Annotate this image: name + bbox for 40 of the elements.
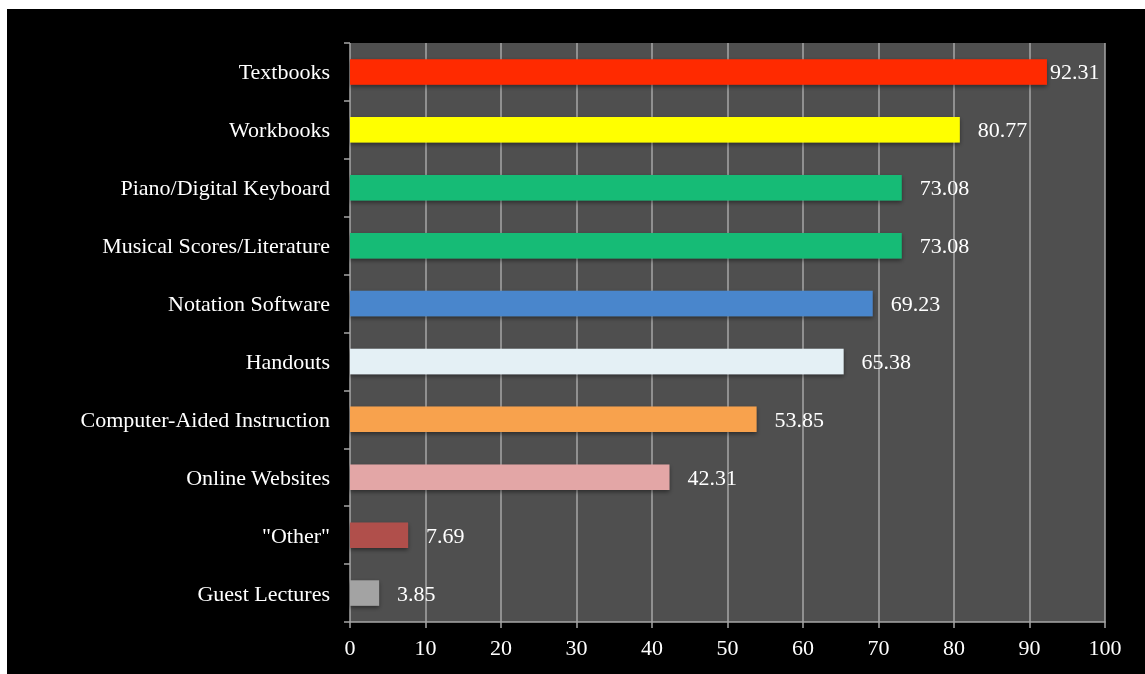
data-label: 42.31 [687,464,737,490]
y-tick-label: Workbooks [229,117,330,143]
x-tick-label: 50 [716,634,739,660]
bar [350,348,844,375]
bar [350,406,757,433]
y-tick-label: Handouts [245,348,330,374]
data-label: 7.69 [426,522,465,548]
x-tick-label: 60 [792,634,814,660]
bar [350,59,1047,85]
bar [350,290,873,317]
data-label: 73.08 [919,175,970,201]
data-label: 65.38 [861,348,912,374]
y-tick-label: Notation Software [168,291,330,317]
x-tick-label: 70 [867,634,890,660]
x-tick-label: 90 [1018,634,1041,660]
y-tick-label: Guest Lectures [197,580,330,606]
data-label: 73.08 [919,233,970,259]
x-tick-label: 40 [641,634,663,660]
data-label: 69.23 [890,291,941,317]
bar [350,175,902,201]
y-tick-label: Musical Scores/Literature [102,233,330,259]
x-tick-label: 20 [490,634,512,660]
bar [350,232,902,259]
y-tick-label: Piano/Digital Keyboard [120,175,330,201]
data-label: 3.85 [397,580,436,606]
y-tick-label: "Other" [261,522,330,548]
x-tick-label: 30 [565,634,588,660]
y-tick-label: Online Websites [186,464,330,490]
y-tick-label: Computer-Aided Instruction [80,406,330,432]
x-tick-label: 0 [344,634,356,660]
bar [350,464,670,490]
bar [350,522,409,548]
data-label: 92.31 [1049,59,1100,85]
data-label: 53.85 [774,406,825,432]
y-tick-label: Textbooks [238,59,330,85]
x-tick-label: 100 [1088,634,1122,660]
bar [350,117,960,143]
x-tick-label: 10 [414,634,437,660]
x-tick-label: 80 [943,634,965,660]
data-label: 80.77 [977,117,1028,143]
